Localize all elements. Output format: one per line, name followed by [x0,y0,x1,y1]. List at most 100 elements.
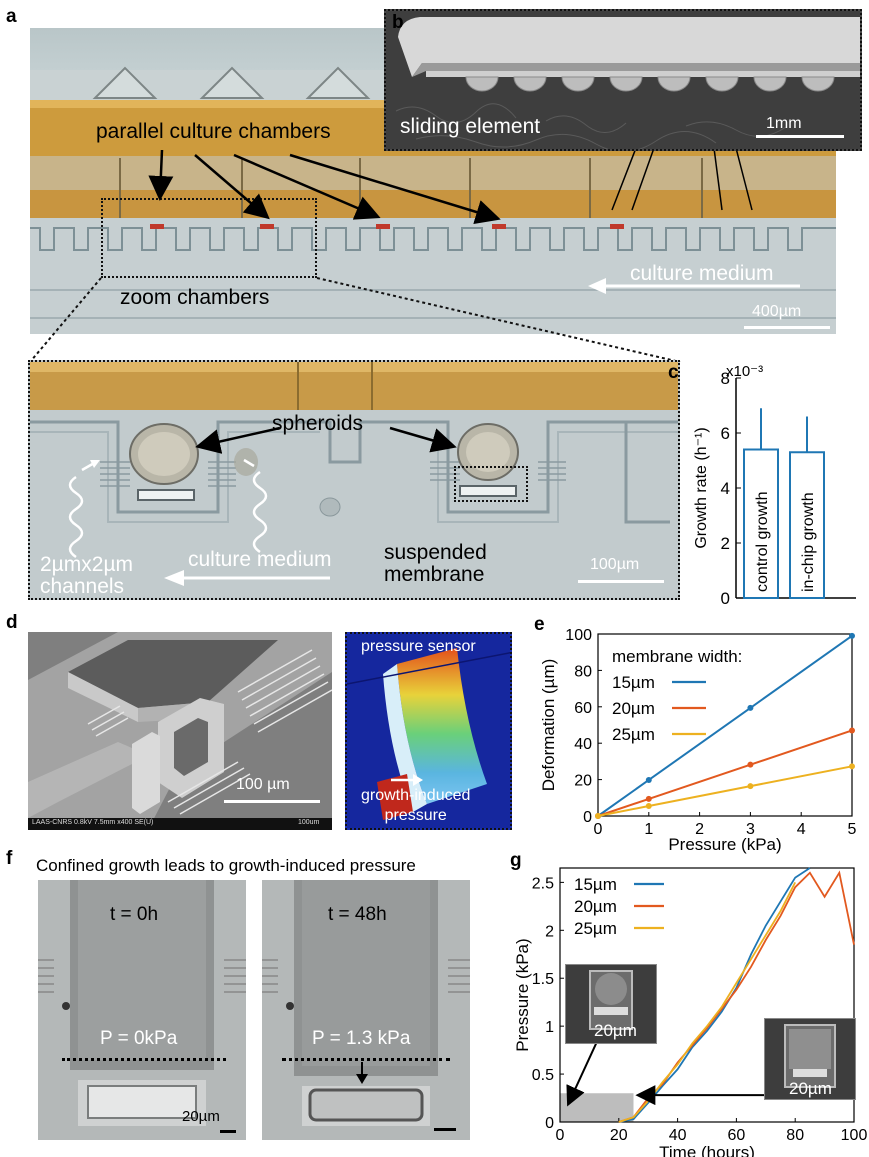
c-ytick-label: 8 [721,369,730,388]
e-point [849,727,855,734]
sem-scale-text: 100um [298,819,320,826]
e-xtick-label: 1 [644,821,653,838]
panel-b-inset: sliding element 1mm [384,9,862,151]
label-spheroids: spheroids [272,412,364,435]
e-legend-label: 25µm [612,725,655,744]
e-legend-title: membrane width: [612,647,742,666]
e-point [645,795,652,802]
label-t0: t = 0h [110,904,159,925]
g-xtick-label: 100 [841,1127,868,1144]
g-legend-label: 20µm [574,897,617,916]
micrograph-t0: t = 0h P = 0kPa 20µm [38,880,246,1140]
e-ytick-label: 20 [574,773,592,790]
zoom-box [101,198,317,278]
e-ytick-label: 80 [574,663,592,680]
micrograph-t48-structure [262,880,470,1140]
label-t48: t = 48h [328,904,387,925]
scale-label-b: 1mm [766,115,802,132]
e-legend-label: 20µm [612,699,655,718]
g-xtick-label: 40 [669,1127,687,1144]
scale-label-zoom: 100µm [590,556,640,573]
e-point [645,802,652,809]
panel-letter-g: g [510,850,522,871]
medium-arrow-a [588,278,800,294]
scale-label-a: 400µm [752,303,802,320]
zoom-micrograph [30,362,678,598]
g-xtick-label: 20 [610,1127,628,1144]
g-legend-label: 25µm [574,919,617,938]
inset-g1-scale: 20µm [594,1021,637,1040]
panel-letter-f: f [6,848,13,869]
e-xtick-label: 0 [594,821,603,838]
e-point [747,783,754,790]
scale-bar-f1 [220,1130,236,1133]
e-ytick-label: 60 [574,700,592,717]
label-channels: 2µmx2µm channels [40,553,134,598]
scale-bar-a [744,326,830,329]
pressure-sensor-simulation [347,634,510,828]
c-multiplier: x10⁻³ [726,363,763,380]
e-point [849,632,855,639]
panel-letter-a: a [6,6,17,27]
panel-letter-e: e [534,614,545,635]
c-ytick-label: 4 [721,479,730,498]
c-ytick-label: 6 [721,424,730,443]
micrograph-t48: t = 48h P = 1.3 kPa [262,880,470,1140]
scale-bar-b [756,135,844,138]
inset-micrograph-g2: 20µm [764,1018,856,1100]
membrane-box [454,466,528,502]
e-ylabel: Deformation (µm) [539,659,558,792]
sem-info-text: LAAS-CNRS 0.8kV 7.5mm x400 SE(U) [32,819,154,826]
simulation-image-d: pressure sensor growth-induced pressure [345,632,512,830]
g-frame [559,867,855,1123]
inset-micrograph-g1: 20µm [565,964,657,1044]
c-ytick-label: 2 [721,534,730,553]
label-sliding-element: sliding element [400,115,541,138]
c-category-label: control growth [754,492,771,593]
dashed-line-t0 [62,1058,226,1061]
e-series-line [597,765,853,817]
e-ytick-label: 40 [574,736,592,753]
label-p48: P = 1.3 kPa [312,1028,411,1049]
g-ytick-label: 2 [545,923,554,940]
e-point [595,813,601,819]
growth-pressure-arrow [391,774,423,786]
e-series-line [597,729,853,817]
sliding-element-sem [386,11,860,149]
g-ytick-label: 0.5 [532,1067,554,1084]
e-xtick-label: 5 [848,821,857,838]
panel-letter-d: d [6,612,18,633]
e-series-line [597,635,853,817]
e-point [645,776,652,783]
spheroid-arrows [164,426,457,586]
g-xtick-label: 0 [556,1127,565,1144]
inset-g2-scale: 20µm [789,1079,832,1098]
e-xtick-label: 3 [746,821,755,838]
e-xlabel: Pressure (kPa) [668,835,781,854]
e-ytick-label: 0 [583,809,592,826]
g-xtick-label: 60 [728,1127,746,1144]
e-xtick-label: 2 [695,821,704,838]
scale-bar-f2 [434,1128,456,1131]
sem-structure [28,632,332,830]
label-parallel-chambers: parallel culture chambers [96,120,331,143]
zoom-panel: spheroids 2µmx2µm channels culture mediu… [28,360,680,600]
label-pressure-sensor: pressure sensor [361,638,476,655]
chart-deformation: 0 20 40 60 80 100 0 1 2 3 4 5 Pressure (kPa) Deformat… [539,627,857,854]
g-ytick-label: 2.5 [532,875,554,892]
label-suspended-membrane: suspended membrane [384,541,487,586]
zoom-connector-lines [29,277,681,363]
label-culture-medium-a: culture medium [630,262,774,285]
panel-letter-b: b [392,12,404,33]
e-xtick-label: 4 [797,821,806,838]
e-point [747,704,754,711]
scale-label-d: 100 µm [236,776,290,793]
micrograph-t0-structure [38,880,246,1140]
label-culture-medium-zoom: culture medium [188,548,332,571]
e-legend-label: 15µm [612,673,655,692]
g-ylabel: Pressure (kPa) [513,938,532,1051]
g-ytick-label: 1.5 [532,971,554,988]
e-frame [597,633,853,817]
g-xtick-label: 80 [786,1127,804,1144]
